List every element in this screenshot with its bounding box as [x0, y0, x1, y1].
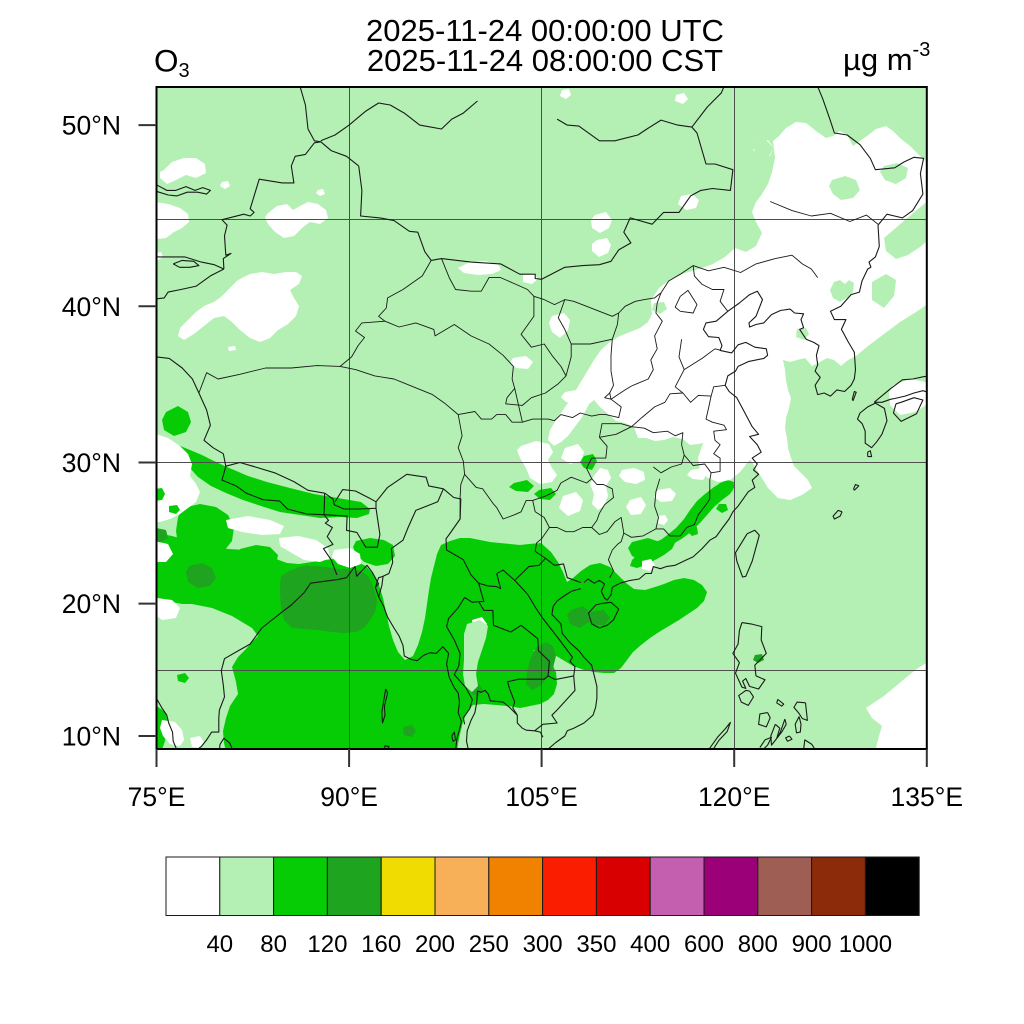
- svg-text:20°N: 20°N: [62, 589, 121, 619]
- svg-text:105°E: 105°E: [505, 782, 578, 812]
- svg-text:80: 80: [260, 931, 287, 958]
- svg-text:250: 250: [469, 931, 509, 958]
- svg-text:1000: 1000: [839, 931, 892, 958]
- svg-text:200: 200: [415, 931, 455, 958]
- svg-text:350: 350: [576, 931, 616, 958]
- svg-text:40°N: 40°N: [62, 292, 121, 322]
- svg-text:30°N: 30°N: [62, 448, 121, 478]
- svg-text:120°E: 120°E: [698, 782, 771, 812]
- svg-text:600: 600: [684, 931, 724, 958]
- svg-text:120: 120: [307, 931, 347, 958]
- svg-text:900: 900: [792, 931, 832, 958]
- svg-text:300: 300: [523, 931, 563, 958]
- svg-text:160: 160: [361, 931, 401, 958]
- svg-text:40: 40: [206, 931, 233, 958]
- svg-text:135°E: 135°E: [891, 782, 964, 812]
- svg-text:2025-11-24 08:00:00 CST: 2025-11-24 08:00:00 CST: [367, 43, 723, 78]
- svg-text:10°N: 10°N: [62, 722, 121, 752]
- svg-text:50°N: 50°N: [62, 111, 121, 141]
- svg-text:400: 400: [630, 931, 670, 958]
- svg-text:90°E: 90°E: [320, 782, 378, 812]
- svg-text:800: 800: [738, 931, 778, 958]
- svg-text:75°E: 75°E: [128, 782, 186, 812]
- svg-text:2025-11-24 00:00:00 UTC: 2025-11-24 00:00:00 UTC: [366, 13, 724, 48]
